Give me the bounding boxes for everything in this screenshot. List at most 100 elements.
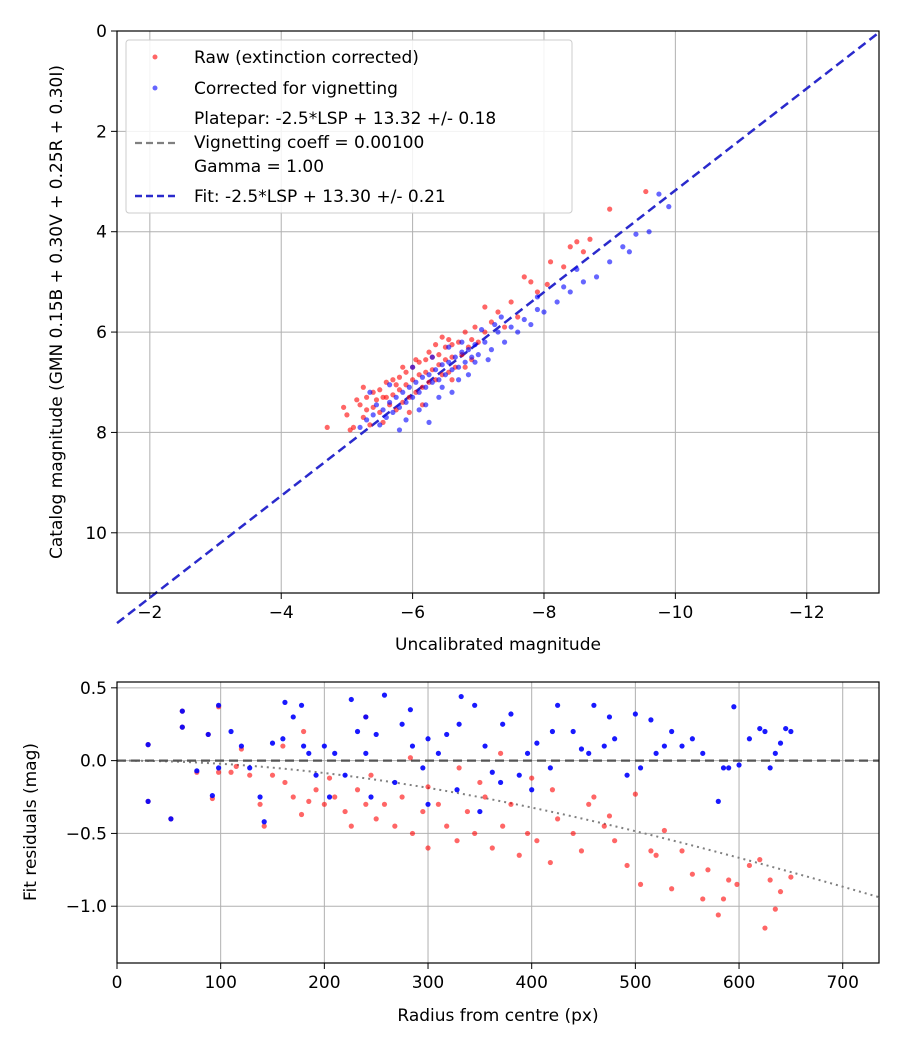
corrected-residual-point [444,731,450,738]
raw-residual-point [612,838,618,844]
legend-raw-label: Raw (extinction corrected) [194,48,419,68]
raw-residual-point [306,798,312,804]
raw-point [357,402,363,408]
raw-point [607,206,613,212]
corrected-point [436,394,442,400]
raw-point [406,409,412,415]
raw-point [482,304,488,310]
corrected-residual-point [736,762,742,768]
raw-residual-point [257,801,263,807]
corrected-point [528,321,534,328]
calibration-y-label: Catalog magnitude (GMN 0.15B + 0.30V + 0… [47,65,67,559]
corrected-point [370,412,376,418]
corrected-point [515,329,521,335]
raw-residual-point [549,787,556,793]
corrected-point [488,347,495,353]
raw-residual-point [705,867,711,873]
corrected-residual-point [363,714,369,720]
calibration-x-tick-label: −2 [137,603,162,623]
raw-point [396,374,403,380]
raw-residual-point [216,769,222,775]
raw-residual-point [420,808,426,815]
corrected-residual-point [497,779,504,786]
raw-point [501,324,508,330]
calibration-y-tick-label: 6 [96,323,107,343]
raw-residual-point [578,848,585,854]
raw-residual-point [772,906,778,912]
raw-residual-point [454,838,460,844]
corrected-residual-point [298,702,305,708]
raw-point [462,329,468,335]
corrected-residual-point [661,743,667,749]
corrected-point [580,279,586,285]
raw-point [534,289,541,295]
corrected-residual-point [216,702,222,708]
raw-residual-point [648,848,654,854]
corrected-point [656,191,662,197]
corrected-point [373,402,380,408]
residuals-x-label: Radius from centre (px) [397,1006,598,1026]
corrected-point [429,354,435,360]
raw-residual-point [348,823,354,829]
calibration-fit-line [116,31,880,625]
residuals-x-tick-label: 500 [619,973,651,993]
calibration-x-tick-label: −12 [789,603,825,623]
corrected-point [393,394,399,400]
corrected-residual-point [456,721,462,727]
calibration-x-tick-label: −6 [400,603,425,623]
corrected-residual-point [392,779,398,786]
corrected-point [419,374,426,380]
corrected-residual-point [238,743,245,749]
corrected-point [465,347,472,353]
raw-residual-point [777,889,784,895]
corrected-point [452,354,458,360]
raw-residual-point [282,779,288,786]
corrected-point [462,359,468,365]
corrected-residual-point [689,736,695,742]
corrected-point [403,399,409,405]
corrected-point [446,344,452,350]
corrected-residual-point [612,736,618,742]
corrected-residual-point [624,772,630,778]
residuals-ticks: 0 100 200 300 400 500 600 700 0.5 0.0 −0.5 −1.0 [66,679,859,993]
corrected-residual-point [516,772,522,778]
raw-residual-point [332,794,338,800]
raw-residual-point [547,859,553,866]
calibration-x-tick-label: −4 [269,603,294,623]
corrected-residual-point [168,816,174,822]
corrected-point [465,372,472,378]
residuals-y-tick-label: 0.0 [80,752,107,772]
calibration-legend: Raw (extinction corrected) Corrected for… [125,39,573,214]
corrected-residual-point [731,704,737,710]
corrected-point [626,249,632,255]
raw-point [515,314,521,320]
corrected-residual-point [777,740,784,746]
legend-corrected-label: Corrected for vignetting [194,79,398,99]
corrected-residual-point [280,736,286,742]
raw-point [528,279,534,285]
raw-point [373,397,380,403]
corrected-residual-point [578,746,585,752]
corrected-point [416,407,422,413]
raw-point [449,377,455,383]
raw-residual-point [700,896,706,902]
raw-residual-point [734,881,740,887]
corrected-point [534,294,541,300]
residuals-frame [116,681,880,964]
raw-residual-point [726,877,732,883]
corrected-residual-point [407,707,413,713]
calibration-x-tick-label: −10 [657,603,693,623]
corrected-point [423,384,429,390]
corrected-residual-point [757,725,763,732]
raw-point [324,424,330,431]
calibration-x-label: Uncalibrated magnitude [395,635,601,655]
legend-platepar-line2: Vignetting coeff = 0.00100 [194,133,424,153]
corrected-point [429,379,435,385]
raw-residual-point [381,801,388,807]
raw-point [426,349,432,355]
corrected-residual-point [145,742,151,748]
raw-residual-point [508,801,514,807]
corrected-point [472,342,478,348]
corrected-point [357,424,363,431]
